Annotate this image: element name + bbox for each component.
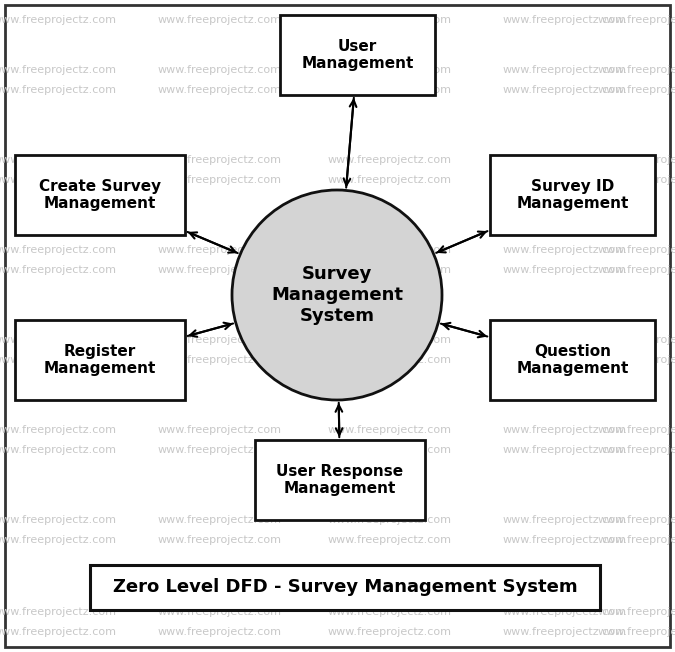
Text: www.freeprojectz.com: www.freeprojectz.com: [158, 265, 282, 275]
Text: www.freeprojectz.com: www.freeprojectz.com: [158, 607, 282, 617]
Text: www.freeprojectz.com: www.freeprojectz.com: [598, 85, 675, 95]
Text: www.freeprojectz.com: www.freeprojectz.com: [503, 425, 627, 435]
Text: www.freeprojectz.com: www.freeprojectz.com: [328, 65, 452, 75]
Text: www.freeprojectz.com: www.freeprojectz.com: [158, 445, 282, 455]
Text: www.freeprojectz.com: www.freeprojectz.com: [328, 245, 452, 255]
Text: www.freeprojectz.com: www.freeprojectz.com: [503, 15, 627, 25]
Text: www.freeprojectz.com: www.freeprojectz.com: [158, 355, 282, 365]
Text: Create Survey
Management: Create Survey Management: [39, 179, 161, 211]
Text: www.freeprojectz.com: www.freeprojectz.com: [0, 155, 117, 165]
Text: www.freeprojectz.com: www.freeprojectz.com: [158, 245, 282, 255]
Text: www.freeprojectz.com: www.freeprojectz.com: [0, 627, 117, 637]
Text: www.freeprojectz.com: www.freeprojectz.com: [328, 15, 452, 25]
Text: www.freeprojectz.com: www.freeprojectz.com: [503, 355, 627, 365]
Text: www.freeprojectz.com: www.freeprojectz.com: [328, 175, 452, 185]
Text: www.freeprojectz.com: www.freeprojectz.com: [598, 175, 675, 185]
Circle shape: [232, 190, 442, 400]
Text: www.freeprojectz.com: www.freeprojectz.com: [328, 425, 452, 435]
Text: www.freeprojectz.com: www.freeprojectz.com: [158, 155, 282, 165]
Bar: [15, 320, 185, 400]
Bar: [90, 565, 600, 610]
Text: www.freeprojectz.com: www.freeprojectz.com: [598, 65, 675, 75]
Text: www.freeprojectz.com: www.freeprojectz.com: [0, 265, 117, 275]
Text: www.freeprojectz.com: www.freeprojectz.com: [158, 627, 282, 637]
Text: www.freeprojectz.com: www.freeprojectz.com: [503, 155, 627, 165]
Text: www.freeprojectz.com: www.freeprojectz.com: [598, 15, 675, 25]
Text: www.freeprojectz.com: www.freeprojectz.com: [0, 535, 117, 545]
Text: www.freeprojectz.com: www.freeprojectz.com: [503, 515, 627, 525]
Text: www.freeprojectz.com: www.freeprojectz.com: [158, 515, 282, 525]
Text: www.freeprojectz.com: www.freeprojectz.com: [0, 245, 117, 255]
Text: Register
Management: Register Management: [44, 344, 156, 376]
Text: www.freeprojectz.com: www.freeprojectz.com: [503, 265, 627, 275]
Text: www.freeprojectz.com: www.freeprojectz.com: [328, 607, 452, 617]
Text: www.freeprojectz.com: www.freeprojectz.com: [328, 265, 452, 275]
Text: www.freeprojectz.com: www.freeprojectz.com: [0, 425, 117, 435]
Text: www.freeprojectz.com: www.freeprojectz.com: [503, 607, 627, 617]
Text: User Response
Management: User Response Management: [277, 464, 404, 496]
Text: www.freeprojectz.com: www.freeprojectz.com: [328, 627, 452, 637]
Text: www.freeprojectz.com: www.freeprojectz.com: [503, 627, 627, 637]
Text: Question
Management: Question Management: [516, 344, 628, 376]
Text: www.freeprojectz.com: www.freeprojectz.com: [0, 335, 117, 345]
Text: User
Management: User Management: [301, 39, 414, 71]
Text: www.freeprojectz.com: www.freeprojectz.com: [598, 155, 675, 165]
Text: www.freeprojectz.com: www.freeprojectz.com: [328, 445, 452, 455]
Text: www.freeprojectz.com: www.freeprojectz.com: [158, 85, 282, 95]
Bar: [490, 320, 655, 400]
Text: www.freeprojectz.com: www.freeprojectz.com: [0, 175, 117, 185]
Text: www.freeprojectz.com: www.freeprojectz.com: [598, 425, 675, 435]
Bar: [280, 15, 435, 95]
Text: www.freeprojectz.com: www.freeprojectz.com: [598, 607, 675, 617]
Text: www.freeprojectz.com: www.freeprojectz.com: [503, 65, 627, 75]
Bar: [490, 155, 655, 235]
Text: www.freeprojectz.com: www.freeprojectz.com: [0, 355, 117, 365]
Text: www.freeprojectz.com: www.freeprojectz.com: [598, 335, 675, 345]
Bar: [255, 440, 425, 520]
Text: www.freeprojectz.com: www.freeprojectz.com: [0, 65, 117, 75]
Text: www.freeprojectz.com: www.freeprojectz.com: [158, 535, 282, 545]
Text: www.freeprojectz.com: www.freeprojectz.com: [0, 85, 117, 95]
Text: www.freeprojectz.com: www.freeprojectz.com: [328, 535, 452, 545]
Text: www.freeprojectz.com: www.freeprojectz.com: [0, 607, 117, 617]
Bar: [15, 155, 185, 235]
Text: www.freeprojectz.com: www.freeprojectz.com: [158, 175, 282, 185]
Text: www.freeprojectz.com: www.freeprojectz.com: [158, 65, 282, 75]
Text: www.freeprojectz.com: www.freeprojectz.com: [158, 15, 282, 25]
Text: www.freeprojectz.com: www.freeprojectz.com: [598, 355, 675, 365]
Text: www.freeprojectz.com: www.freeprojectz.com: [328, 515, 452, 525]
Text: www.freeprojectz.com: www.freeprojectz.com: [598, 445, 675, 455]
Text: www.freeprojectz.com: www.freeprojectz.com: [503, 175, 627, 185]
Text: www.freeprojectz.com: www.freeprojectz.com: [598, 627, 675, 637]
Text: www.freeprojectz.com: www.freeprojectz.com: [503, 335, 627, 345]
Text: www.freeprojectz.com: www.freeprojectz.com: [503, 245, 627, 255]
Text: www.freeprojectz.com: www.freeprojectz.com: [598, 535, 675, 545]
Text: www.freeprojectz.com: www.freeprojectz.com: [158, 335, 282, 345]
Text: www.freeprojectz.com: www.freeprojectz.com: [0, 445, 117, 455]
Text: Survey
Management
System: Survey Management System: [271, 265, 403, 325]
Text: www.freeprojectz.com: www.freeprojectz.com: [598, 515, 675, 525]
Text: www.freeprojectz.com: www.freeprojectz.com: [328, 335, 452, 345]
Text: Survey ID
Management: Survey ID Management: [516, 179, 628, 211]
Text: www.freeprojectz.com: www.freeprojectz.com: [0, 15, 117, 25]
Text: Zero Level DFD - Survey Management System: Zero Level DFD - Survey Management Syste…: [113, 578, 577, 597]
Text: www.freeprojectz.com: www.freeprojectz.com: [598, 265, 675, 275]
Text: www.freeprojectz.com: www.freeprojectz.com: [598, 245, 675, 255]
Text: www.freeprojectz.com: www.freeprojectz.com: [328, 155, 452, 165]
Text: www.freeprojectz.com: www.freeprojectz.com: [158, 425, 282, 435]
Text: www.freeprojectz.com: www.freeprojectz.com: [328, 85, 452, 95]
Text: www.freeprojectz.com: www.freeprojectz.com: [503, 445, 627, 455]
Text: www.freeprojectz.com: www.freeprojectz.com: [503, 85, 627, 95]
Text: www.freeprojectz.com: www.freeprojectz.com: [0, 515, 117, 525]
Text: www.freeprojectz.com: www.freeprojectz.com: [503, 535, 627, 545]
Text: www.freeprojectz.com: www.freeprojectz.com: [328, 355, 452, 365]
